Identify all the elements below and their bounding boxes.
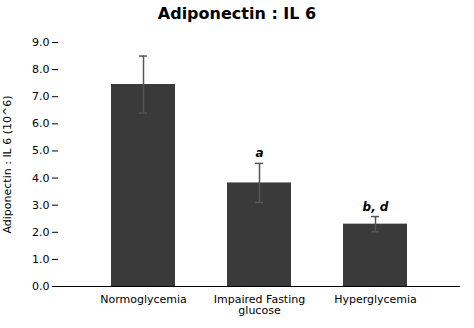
svg-text:a: a bbox=[255, 146, 263, 160]
svg-text:8.0: 8.0 bbox=[32, 63, 50, 76]
svg-text:Impaired Fastingglucose: Impaired Fastingglucose bbox=[214, 293, 305, 317]
svg-text:0.0: 0.0 bbox=[32, 280, 50, 293]
svg-text:Adiponectin : IL 6 (10^6): Adiponectin : IL 6 (10^6) bbox=[1, 95, 14, 233]
svg-text:7.0: 7.0 bbox=[32, 90, 50, 103]
svg-text:Normoglycemia: Normoglycemia bbox=[100, 293, 187, 306]
svg-text:3.0: 3.0 bbox=[32, 199, 50, 212]
svg-text:1.0: 1.0 bbox=[32, 253, 50, 266]
svg-text:b, d: b, d bbox=[363, 200, 389, 214]
svg-text:Hyperglycemia: Hyperglycemia bbox=[334, 293, 417, 306]
svg-text:5.0: 5.0 bbox=[32, 144, 50, 157]
svg-text:9.0: 9.0 bbox=[32, 36, 50, 49]
svg-text:2.0: 2.0 bbox=[32, 226, 50, 239]
svg-text:4.0: 4.0 bbox=[32, 172, 50, 185]
html-text:Adiponectin : IL 6: Adiponectin : IL 6 bbox=[157, 4, 317, 23]
svg-text:6.0: 6.0 bbox=[32, 117, 50, 130]
